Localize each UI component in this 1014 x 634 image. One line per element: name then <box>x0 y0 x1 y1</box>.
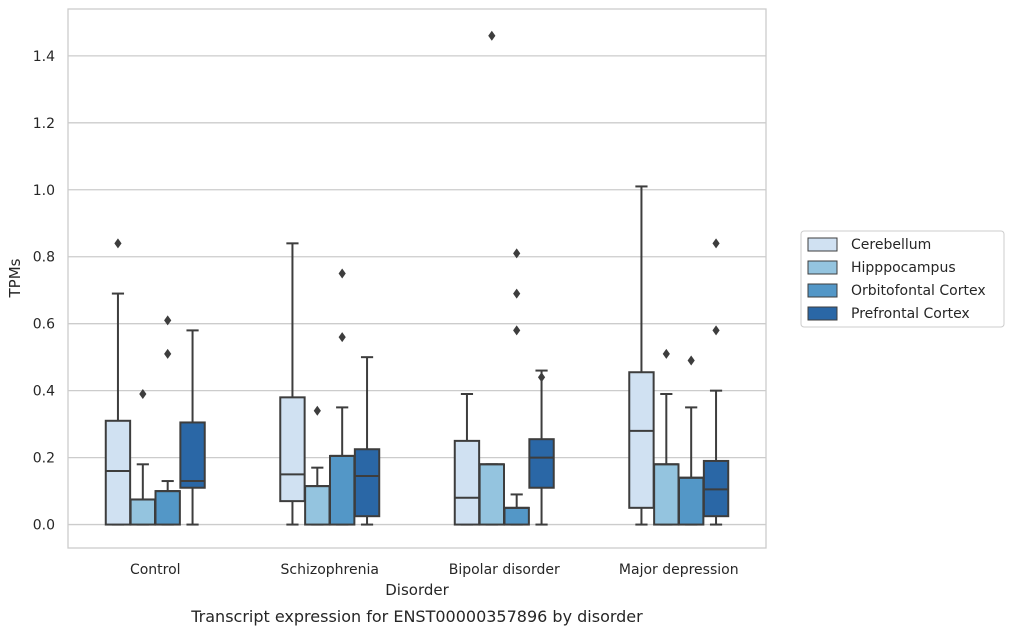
legend-label: Prefrontal Cortex <box>851 306 970 322</box>
y-tick-label: 1.4 <box>33 49 55 65</box>
box <box>104 238 132 526</box>
box-groups <box>104 30 730 526</box>
legend-frame <box>800 230 1005 328</box>
y-axis-label: TPMs <box>6 258 24 298</box>
outlier-point <box>513 248 521 259</box>
y-tick-labels: 0.0 0.2 0.4 0.6 0.8 1.0 1.2 1.4 <box>33 49 55 534</box>
outlier-point <box>164 315 172 326</box>
box-body <box>677 476 705 526</box>
x-tick-label: Schizophrenia <box>281 562 379 578</box>
box <box>279 242 306 526</box>
box-body <box>154 490 181 526</box>
legend-item: Hipppocampus <box>807 260 956 276</box>
box <box>503 248 530 526</box>
chart-caption: Transcript expression for ENST0000035789… <box>190 607 643 626</box>
legend-item: Prefrontal Cortex <box>807 306 970 322</box>
legend-label: Orbitofontal Cortex <box>851 283 986 299</box>
outlier-point <box>139 389 147 399</box>
y-tick-label: 1.2 <box>33 116 55 132</box>
box-body <box>453 439 481 526</box>
box-body <box>478 463 506 526</box>
box-body <box>279 396 306 503</box>
legend-label: Hipppocampus <box>851 260 956 276</box>
y-tick-label: 0.4 <box>33 384 55 400</box>
outlier-point <box>488 30 496 41</box>
legend-swatch <box>807 283 838 298</box>
box-body <box>353 448 381 518</box>
outlier-point <box>313 405 321 416</box>
box-group-bipolar-disorder <box>453 30 555 526</box>
outlier-point <box>338 268 346 279</box>
legend-swatch <box>807 237 838 252</box>
box-body <box>304 485 331 526</box>
box-group-major-depression <box>628 185 730 526</box>
box-body <box>503 506 530 526</box>
box <box>528 369 555 526</box>
outlier-point <box>712 238 720 249</box>
outlier-point <box>537 372 546 383</box>
legend-item: Orbitofontal Cortex <box>807 283 986 299</box>
box <box>328 268 356 526</box>
box-body <box>179 421 206 489</box>
box <box>478 30 506 526</box>
x-tick-label: Major depression <box>619 562 739 578</box>
box <box>702 238 730 526</box>
legend: Cerebellum Hipppocampus Orbitofontal Corte… <box>800 230 1005 328</box>
box <box>628 185 655 526</box>
y-tick-label: 0.8 <box>33 250 55 266</box>
x-axis-label: Disorder <box>385 581 449 599</box>
x-tick-labels: Control Schizophrenia Bipolar disorder Majo… <box>130 562 739 578</box>
legend-swatch <box>807 306 838 321</box>
box <box>154 315 181 526</box>
y-tick-label: 1.0 <box>33 183 55 199</box>
y-tick-label: 0.0 <box>33 518 55 534</box>
box <box>353 356 381 526</box>
outlier-point <box>662 348 670 359</box>
outlier-point <box>513 325 521 336</box>
box <box>179 329 206 526</box>
legend-label: Cerebellum <box>851 237 931 253</box>
box-body <box>653 463 680 526</box>
box-body <box>129 498 157 526</box>
legend-item: Cerebellum <box>807 237 931 253</box>
outlier-point <box>164 348 172 359</box>
x-tick-label: Control <box>130 562 181 578</box>
outlier-point <box>338 332 346 343</box>
outlier-point <box>712 325 720 336</box>
outlier-point <box>687 355 695 366</box>
box-body <box>328 454 356 526</box>
legend-swatch <box>807 260 838 275</box>
outlier-point <box>513 288 521 299</box>
x-tick-label: Bipolar disorder <box>449 562 560 578</box>
y-tick-label: 0.6 <box>33 317 55 333</box>
box-body <box>528 438 555 489</box>
box <box>304 405 331 526</box>
y-tick-label: 0.2 <box>33 451 55 467</box>
outlier-point <box>114 238 122 249</box>
box-group-control <box>104 238 206 526</box>
box-group-schizophrenia <box>279 242 381 526</box>
box <box>653 348 680 526</box>
box-body <box>104 419 132 526</box>
plot-area-frame <box>67 8 767 549</box>
box-body <box>628 371 655 509</box>
